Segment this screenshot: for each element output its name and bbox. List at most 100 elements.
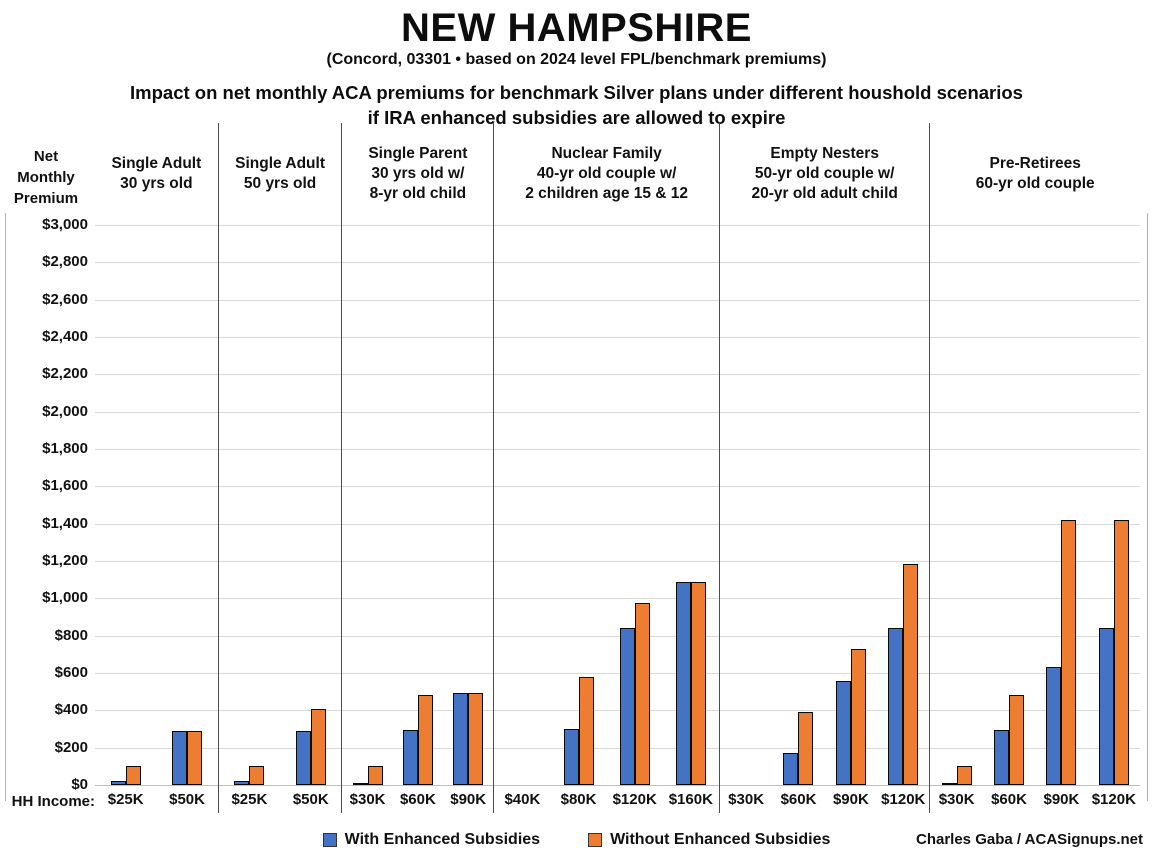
category-cell	[342, 766, 392, 785]
panel-bars-row	[930, 225, 1140, 785]
bar-with-subsidies	[941, 783, 957, 785]
panel-category-labels: $30K $60K $90K $120K	[930, 785, 1140, 813]
bar-pair	[402, 695, 433, 785]
bar-without-subsidies	[310, 709, 326, 785]
category-cell	[550, 677, 606, 785]
panel-category-labels: $30K $60K $90K $120K	[720, 785, 930, 813]
bar-without-subsidies	[1061, 520, 1077, 785]
panel-bars-row	[494, 225, 719, 785]
category-cell	[393, 695, 443, 785]
y-tick-label: $1,400	[42, 514, 88, 532]
bar-pair	[783, 712, 814, 785]
gridline	[95, 374, 1140, 376]
category-cell	[1035, 520, 1087, 785]
legend-swatch-icon	[588, 833, 603, 847]
bar-without-subsidies	[1113, 520, 1129, 785]
income-tick-label: $80K	[560, 790, 597, 808]
y-tick-label: $0	[71, 776, 88, 793]
category-cell	[930, 766, 982, 785]
bar-pair	[453, 693, 484, 785]
bar-pair	[563, 677, 594, 785]
scenario-panel-4: Nuclear Family 40-yr old couple w/ 2 chi…	[493, 123, 719, 813]
y-tick-label: $800	[54, 626, 88, 644]
gridline	[95, 337, 1140, 338]
category-cell	[95, 766, 156, 785]
panel-bars-row	[720, 225, 930, 785]
bar-with-subsidies	[888, 628, 904, 785]
category-cell	[877, 564, 929, 785]
bar-without-subsidies	[367, 766, 383, 785]
bar-without-subsidies	[850, 649, 866, 785]
bar-with-subsidies	[835, 681, 851, 785]
y-tick-label: $200	[54, 738, 88, 756]
income-tick-label: $90K	[832, 790, 869, 808]
income-tick-label: $90K	[1043, 790, 1080, 808]
bar-with-subsidies	[352, 783, 368, 785]
panel-bars-row	[95, 225, 218, 785]
bar-pair	[295, 709, 326, 785]
scenario-panel-1: Single Adult 30 yrs old $25K $50K	[95, 123, 218, 813]
income-tick-label: $30K	[728, 790, 765, 808]
gridline	[95, 449, 1140, 450]
scenario-panel-title: Pre-Retirees 60-yr old couple	[975, 155, 1095, 192]
income-tick-label: $40K	[504, 790, 541, 808]
gridline	[95, 299, 1140, 301]
scenario-panel-title: Empty Nesters 50-yr old couple w/ 20-yr …	[751, 145, 898, 202]
category-cell	[772, 712, 824, 785]
y-tick-label: $1,800	[42, 440, 88, 457]
bar-with-subsidies	[402, 730, 418, 785]
income-tick-label: $60K	[399, 790, 436, 808]
bar-pair	[352, 766, 383, 785]
y-tick-label: $1,600	[42, 477, 88, 495]
y-tick-label: $2,000	[42, 402, 88, 420]
bar-pair	[619, 603, 650, 785]
income-tick-label: $50K	[169, 790, 205, 808]
scenario-panel-title: Single Adult 30 yrs old	[111, 155, 202, 192]
panel-bars-row	[342, 225, 493, 785]
legend-swatch-icon	[322, 833, 337, 847]
x-axis-title: HH Income:	[11, 793, 95, 810]
scenario-panel-2: Single Adult 50 yrs old $25K $50K	[217, 123, 342, 813]
category-cell	[825, 649, 877, 785]
bar-without-subsidies	[125, 766, 141, 785]
bar-pair	[172, 731, 203, 785]
chart-left-border	[5, 213, 6, 801]
y-tick-label: $1,000	[42, 589, 88, 607]
bar-pair	[888, 564, 919, 785]
income-tick-label: $60K	[991, 790, 1027, 808]
bar-with-subsidies	[110, 781, 126, 785]
panel-group-container: Single Adult 30 yrs old $25K $50K Single Ad…	[95, 123, 1140, 813]
income-tick-label: $120K	[612, 790, 657, 808]
bar-with-subsidies	[1046, 667, 1062, 785]
category-cell	[156, 731, 217, 785]
y-tick-label: $3,000	[42, 216, 88, 233]
income-tick-label: $25K	[107, 790, 144, 808]
bar-without-subsidies	[187, 731, 203, 785]
income-tick-label: $60K	[780, 790, 817, 808]
category-cell	[1088, 520, 1140, 785]
category-cell	[663, 582, 719, 785]
gridline	[95, 673, 1140, 674]
income-tick-label: $160K	[668, 790, 713, 808]
bar-without-subsidies	[578, 677, 594, 785]
gridline	[95, 262, 1140, 264]
gridline	[95, 523, 1140, 525]
y-tick-label: $2,800	[42, 253, 88, 271]
credit-text: Charles Gaba / ACASignups.net	[916, 831, 1143, 848]
legend-item-with-subsidies: With Enhanced Subsidies	[322, 831, 540, 849]
gridline	[95, 635, 1140, 637]
bar-with-subsidies	[1098, 628, 1114, 785]
income-tick-label: $90K	[450, 790, 487, 808]
bar-pair	[675, 582, 706, 785]
bar-pair	[994, 695, 1025, 785]
bar-without-subsidies	[956, 766, 972, 785]
scenario-panel-title: Single Parent 30 yrs old w/ 8-yr old chi…	[368, 145, 468, 202]
panel-category-labels: $25K $50K	[219, 785, 342, 813]
panel-category-labels: $40K $80K $120K $160K	[494, 785, 719, 813]
gridline	[95, 747, 1140, 749]
gridline	[95, 225, 1140, 226]
category-cell	[983, 695, 1035, 785]
bar-with-subsidies	[783, 753, 799, 785]
plot-gridlines	[95, 225, 1140, 786]
